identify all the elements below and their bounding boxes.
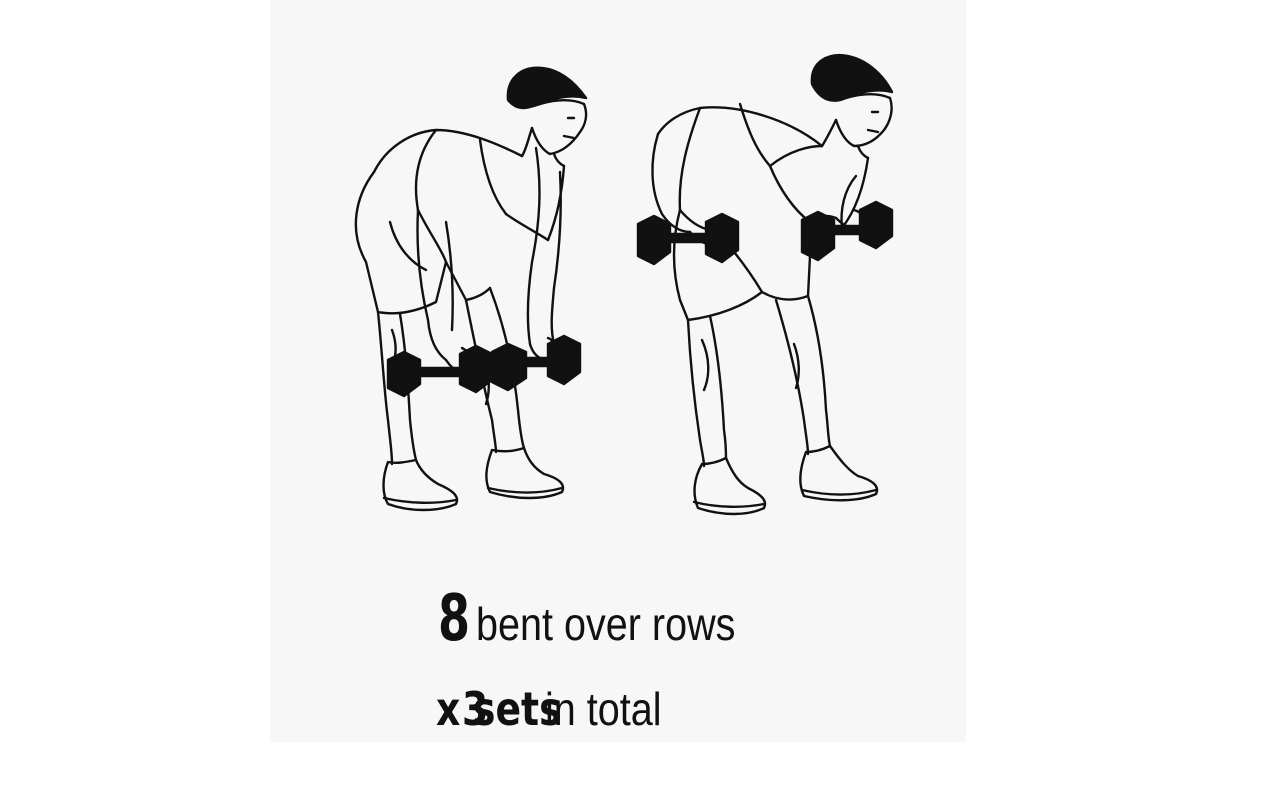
sets-suffix: in total xyxy=(545,683,662,735)
reps-line: 8 bent over rows xyxy=(438,582,777,656)
sets-line: x 3 sets in total xyxy=(436,682,681,736)
sets-prefix: x xyxy=(436,682,461,736)
figure-right-icon xyxy=(636,53,894,516)
exercise-illustration xyxy=(354,53,894,516)
exercise-card: 8 bent over rows x 3 sets in total xyxy=(270,0,966,742)
figure-left-icon xyxy=(354,66,588,512)
sets-count: 3 xyxy=(462,682,489,736)
reps-count: 8 xyxy=(438,582,470,656)
exercise-name: bent over rows xyxy=(475,598,735,650)
sets-word: sets xyxy=(472,682,562,736)
